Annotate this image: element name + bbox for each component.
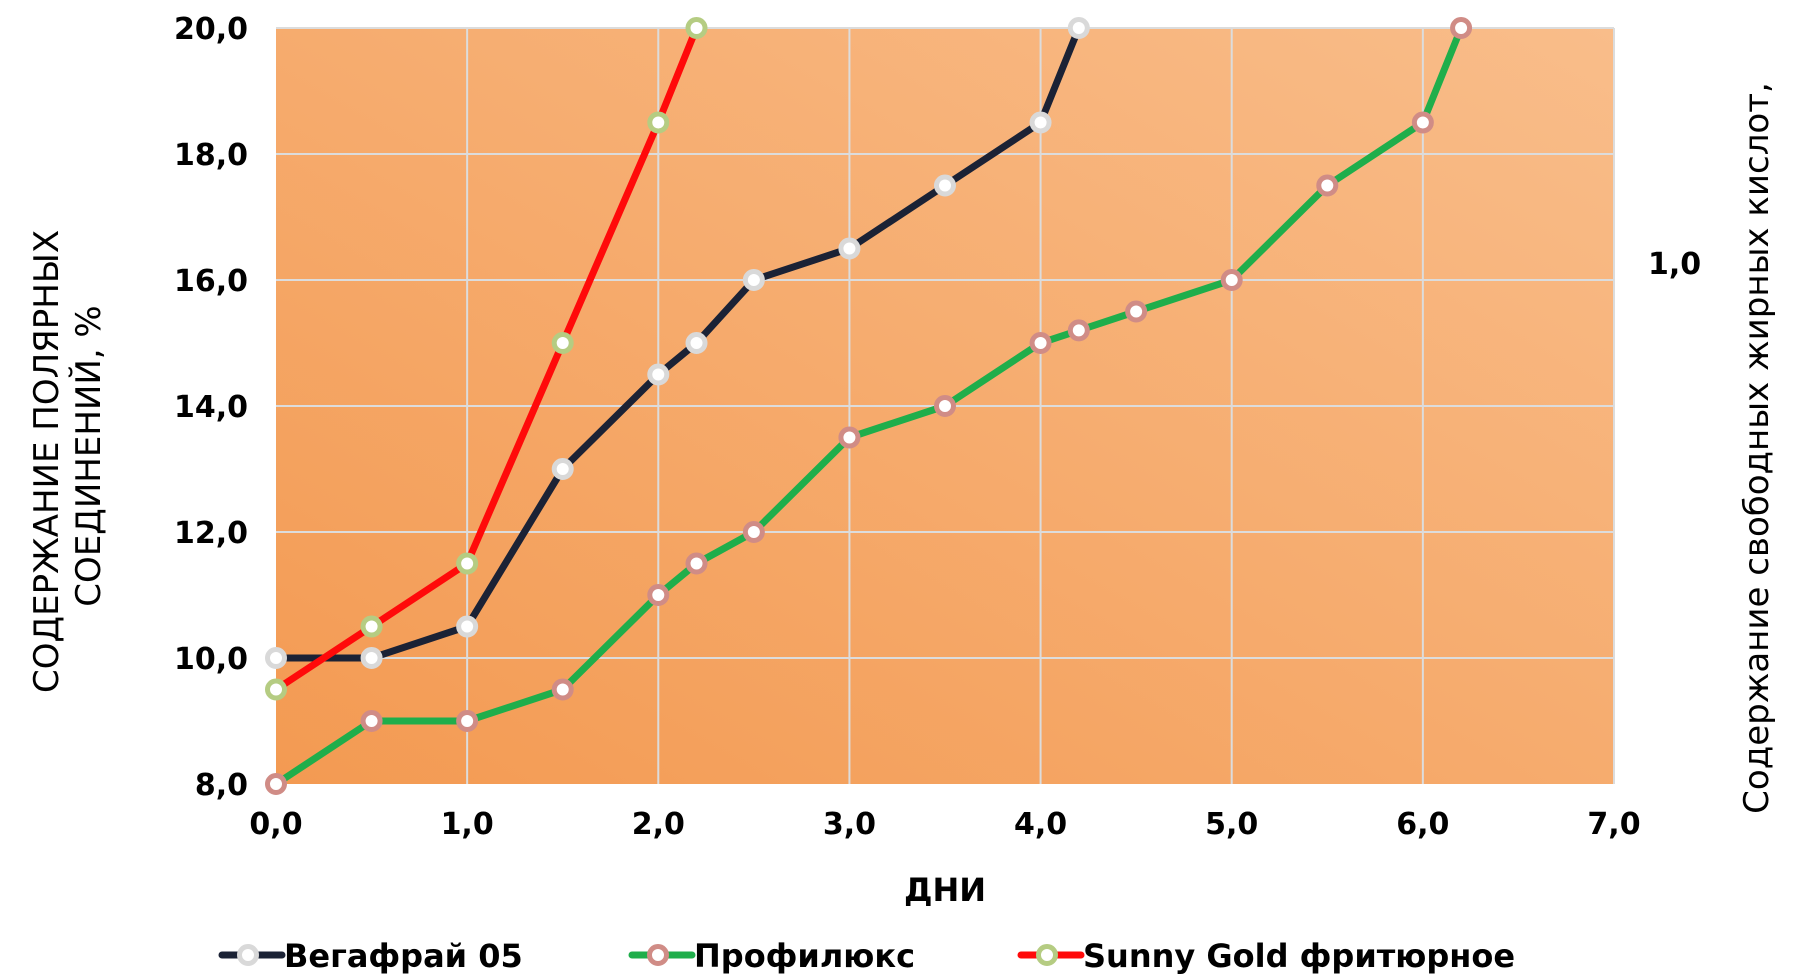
legend-item: Вегафрай 05 (218, 937, 523, 975)
data-point (934, 395, 956, 417)
data-point (742, 269, 765, 291)
y-axis-title: СОДЕРЖАНИЕ ПОЛЯРНЫХ СОЕДИНЕНИЙ, % (27, 219, 109, 693)
data-point (1029, 332, 1052, 354)
data-point (1125, 300, 1148, 323)
data-point (456, 710, 479, 732)
y-tick-label: 14,0 (174, 390, 248, 425)
legend-item: Профилюкс (628, 937, 915, 975)
y-axis-title-line-1: СОДЕРЖАНИЕ ПОЛЯРНЫХ (27, 230, 67, 693)
y2-tick-label: 1,0 (1648, 247, 1701, 282)
data-point (551, 678, 574, 701)
series-lines (265, 17, 1473, 795)
x-tick-label: 6,0 (1396, 807, 1449, 842)
data-point (360, 615, 383, 638)
data-point (685, 17, 708, 39)
data-point (742, 521, 765, 543)
data-point (456, 552, 479, 575)
legend-marker (1036, 944, 1058, 966)
data-point (1029, 111, 1052, 134)
data-point (265, 678, 287, 701)
y-tick-label: 10,0 (174, 642, 248, 677)
data-point (360, 710, 383, 732)
x-tick-label: 3,0 (823, 807, 876, 842)
legend-marker (237, 944, 259, 966)
data-point (1450, 17, 1473, 39)
y-tick-label: 16,0 (174, 264, 248, 299)
y-axis-title-line-2: СОЕДИНЕНИЙ, % (68, 305, 109, 606)
legend-label: Вегафрай 05 (284, 937, 523, 975)
y-tick-label: 12,0 (174, 516, 248, 551)
data-point (1220, 269, 1243, 291)
data-point (265, 647, 287, 669)
series-1 (265, 17, 1473, 795)
data-point (685, 332, 708, 354)
x-tick-label: 1,0 (441, 807, 494, 842)
y-axis-ticks: 8,0 10,0 12,0 14,0 16,0 18,0 20,0 (174, 12, 248, 803)
series-0 (265, 17, 1090, 669)
data-point (838, 426, 861, 449)
legend-label: Sunny Gold фритюрное (1083, 937, 1515, 975)
x-tick-label: 5,0 (1205, 807, 1258, 842)
series-line (272, 24, 700, 693)
data-point (838, 237, 861, 260)
x-tick-label: 2,0 (632, 807, 685, 842)
data-point (551, 458, 574, 480)
y-tick-label: 20,0 (174, 12, 248, 47)
y-tick-label: 8,0 (195, 768, 248, 803)
data-point (360, 647, 383, 669)
x-tick-label: 7,0 (1587, 807, 1640, 842)
data-point (265, 773, 287, 795)
data-point (1316, 174, 1339, 197)
data-point (685, 552, 708, 575)
data-point (647, 363, 670, 386)
secondary-y-axis-title: Содержание свободных жирных кислот, (1737, 82, 1777, 814)
data-point (551, 332, 574, 354)
data-point (647, 584, 670, 606)
legend-label: Профилюкс (694, 937, 915, 975)
x-tick-label: 0,0 (249, 807, 302, 842)
legend: Вегафрай 05 Профилюкс Sunny Gold фритюрное (218, 937, 1515, 975)
data-point (1067, 17, 1090, 39)
x-axis-ticks: 0,0 1,0 2,0 3,0 4,0 5,0 6,0 7,0 (249, 807, 1640, 842)
x-axis-title: ДНИ (904, 871, 986, 909)
x-tick-label: 4,0 (1014, 807, 1067, 842)
data-point (1411, 111, 1434, 134)
series-line (272, 24, 1465, 788)
legend-item: Sunny Gold фритюрное (1017, 937, 1515, 975)
data-point (456, 615, 479, 638)
data-point (1067, 319, 1090, 342)
data-point (934, 174, 956, 197)
series-2 (265, 17, 708, 701)
secondary-y-axis-ticks: 1,0 (1648, 247, 1701, 282)
data-point (647, 111, 670, 134)
y-tick-label: 18,0 (174, 138, 248, 173)
legend-marker (647, 944, 669, 966)
